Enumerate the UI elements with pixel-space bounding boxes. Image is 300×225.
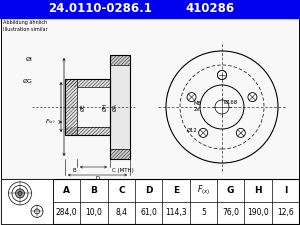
Circle shape bbox=[248, 93, 257, 102]
Text: D: D bbox=[145, 186, 152, 195]
Text: E: E bbox=[173, 186, 179, 195]
Text: I: I bbox=[284, 186, 287, 195]
Bar bbox=[110, 65, 130, 149]
Text: D: D bbox=[95, 176, 100, 181]
Text: ØH: ØH bbox=[103, 103, 107, 111]
Bar bbox=[110, 55, 130, 65]
Text: 410286: 410286 bbox=[185, 2, 235, 16]
Text: ØA: ØA bbox=[112, 103, 118, 111]
Text: M8
2x: M8 2x bbox=[194, 101, 201, 112]
Circle shape bbox=[164, 49, 280, 165]
Bar bbox=[65, 79, 110, 135]
Circle shape bbox=[215, 100, 229, 114]
Text: Abbildung ähnlich
Illustration similar: Abbildung ähnlich Illustration similar bbox=[3, 20, 48, 32]
Text: 284,0: 284,0 bbox=[56, 208, 77, 217]
Circle shape bbox=[236, 128, 245, 137]
Text: $F_{(x)}$: $F_{(x)}$ bbox=[45, 118, 56, 126]
Text: 12,6: 12,6 bbox=[277, 208, 294, 217]
Text: 8,4: 8,4 bbox=[115, 208, 127, 217]
Circle shape bbox=[218, 70, 226, 79]
Bar bbox=[110, 55, 130, 159]
Text: 5: 5 bbox=[201, 208, 206, 217]
Text: H: H bbox=[254, 186, 262, 195]
Text: ØE: ØE bbox=[80, 103, 86, 111]
Bar bbox=[65, 79, 110, 135]
Text: C: C bbox=[118, 186, 124, 195]
Text: ØI: ØI bbox=[26, 57, 33, 62]
Text: 114,3: 114,3 bbox=[165, 208, 187, 217]
Circle shape bbox=[199, 128, 208, 137]
Circle shape bbox=[16, 189, 25, 198]
Text: ØG: ØG bbox=[23, 79, 33, 84]
Circle shape bbox=[218, 70, 226, 79]
Bar bbox=[0, 0, 300, 18]
Text: G: G bbox=[227, 186, 234, 195]
Text: Ø12: Ø12 bbox=[186, 128, 197, 133]
Text: C (MTH): C (MTH) bbox=[112, 168, 134, 173]
Text: $F_{(x)}$: $F_{(x)}$ bbox=[197, 183, 210, 197]
Text: 190,0: 190,0 bbox=[247, 208, 269, 217]
Text: B: B bbox=[72, 168, 76, 173]
Text: B: B bbox=[91, 186, 98, 195]
Bar bbox=[1, 179, 53, 224]
Text: 76,0: 76,0 bbox=[222, 208, 239, 217]
Bar bbox=[110, 149, 130, 159]
Circle shape bbox=[187, 93, 196, 102]
Text: 24.0110-0286.1: 24.0110-0286.1 bbox=[48, 2, 152, 16]
Bar bbox=[1, 179, 299, 224]
Bar bbox=[77, 87, 110, 127]
Text: Ø168: Ø168 bbox=[224, 100, 238, 105]
Text: 61,0: 61,0 bbox=[140, 208, 157, 217]
Bar bbox=[1, 18, 299, 179]
Text: A: A bbox=[63, 186, 70, 195]
Text: 10,0: 10,0 bbox=[85, 208, 102, 217]
